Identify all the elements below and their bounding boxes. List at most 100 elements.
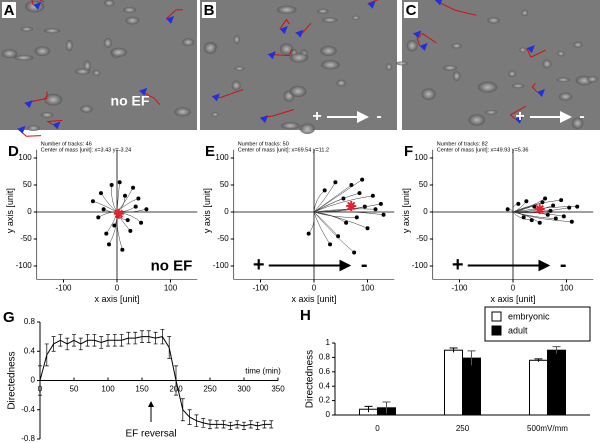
cell-track <box>434 0 477 16</box>
cell <box>276 5 297 15</box>
cell <box>573 41 583 48</box>
track <box>512 211 572 222</box>
cell <box>80 105 93 113</box>
track <box>116 182 120 213</box>
track <box>512 210 551 214</box>
track-end <box>567 205 572 210</box>
track-end <box>543 196 548 201</box>
arrowhead <box>260 114 269 123</box>
cell <box>508 70 517 78</box>
annotation: EF reversal <box>125 429 176 440</box>
x-tick-label: 0 <box>312 284 317 293</box>
cell <box>74 68 91 75</box>
track-end <box>381 212 386 217</box>
y-tick-label: -100 <box>412 261 429 270</box>
cell <box>484 109 498 115</box>
y-tick-label: -100 <box>16 261 33 270</box>
x-axis-label: x axis [unit] <box>490 294 535 304</box>
plus-label: + <box>253 254 265 276</box>
track-end <box>101 207 106 212</box>
track <box>313 211 384 215</box>
track-end <box>96 215 101 220</box>
y-tick-label: 0.2 <box>319 396 331 405</box>
track-end <box>373 207 378 212</box>
track <box>116 187 134 213</box>
x-tick-label: 0 <box>375 424 380 433</box>
track-end <box>336 234 341 239</box>
cell <box>92 69 101 76</box>
micrograph <box>0 0 197 130</box>
track-end <box>349 183 354 187</box>
y-tick-label: -0.4 <box>21 405 35 414</box>
cell <box>182 38 195 47</box>
track <box>512 211 532 221</box>
track-end <box>120 247 125 252</box>
panel-label: C <box>406 2 417 19</box>
track-end <box>344 220 349 225</box>
error-bar <box>467 350 476 366</box>
track <box>313 211 355 253</box>
x-tick-label: 100 <box>560 284 574 293</box>
track-end <box>322 188 327 193</box>
micrograph <box>402 0 600 130</box>
cell <box>556 77 571 83</box>
micrograph <box>200 0 397 130</box>
track-end <box>144 207 149 212</box>
x-tick-label: 50 <box>70 385 79 394</box>
y-tick-label: 0 <box>31 376 36 385</box>
cell <box>44 93 63 106</box>
track-end <box>529 218 534 223</box>
cell <box>336 79 347 87</box>
track <box>512 198 546 213</box>
track-end <box>559 198 564 203</box>
arrowhead <box>279 26 288 35</box>
track-end <box>139 220 144 225</box>
x-axis-label: x axis [unit] <box>291 294 336 304</box>
cell <box>289 52 309 63</box>
track <box>313 192 360 213</box>
track <box>313 184 352 213</box>
arrowhead <box>295 29 304 38</box>
bar <box>462 357 481 416</box>
arrowhead <box>211 93 220 102</box>
cell <box>299 123 315 135</box>
label-box <box>404 2 418 18</box>
x-tick-label: -100 <box>451 284 468 293</box>
center-of-mass <box>534 204 545 215</box>
x-tick-label: 250 <box>456 424 470 433</box>
cell <box>103 37 112 49</box>
cell <box>468 114 486 126</box>
x-tick-label: 100 <box>361 284 375 293</box>
panel-label: G <box>3 309 15 326</box>
error-bar <box>534 358 543 362</box>
track-end <box>553 216 558 221</box>
cell <box>25 0 45 13</box>
bar <box>529 359 548 416</box>
track-end <box>357 191 362 196</box>
cell <box>231 80 241 91</box>
cell-track <box>267 48 293 57</box>
label-box <box>2 2 16 18</box>
y-tick-label: 0.4 <box>24 346 36 355</box>
cell <box>321 60 340 70</box>
track-end <box>524 199 529 204</box>
cell <box>34 46 51 57</box>
cell <box>519 47 527 53</box>
cell <box>125 16 140 25</box>
track <box>313 211 357 218</box>
y-tick-label: 0.4 <box>319 381 331 390</box>
y-tick-label: 0 <box>326 410 331 419</box>
arrowhead <box>526 45 535 54</box>
cell <box>1 49 18 59</box>
error-bar <box>552 346 561 354</box>
cell-track <box>416 34 422 47</box>
x-tick-label: 300 <box>237 385 251 394</box>
cell <box>203 42 217 54</box>
y-tick-label: -0.8 <box>21 434 35 443</box>
cell <box>452 71 461 81</box>
bar <box>444 349 463 416</box>
panel-label: H <box>300 307 311 324</box>
track-end <box>136 196 141 201</box>
info-text: Center of mass [unit]: x=3.43 y=-3.24 <box>41 147 132 153</box>
y-axis-label: y axis [unit] <box>202 188 212 233</box>
